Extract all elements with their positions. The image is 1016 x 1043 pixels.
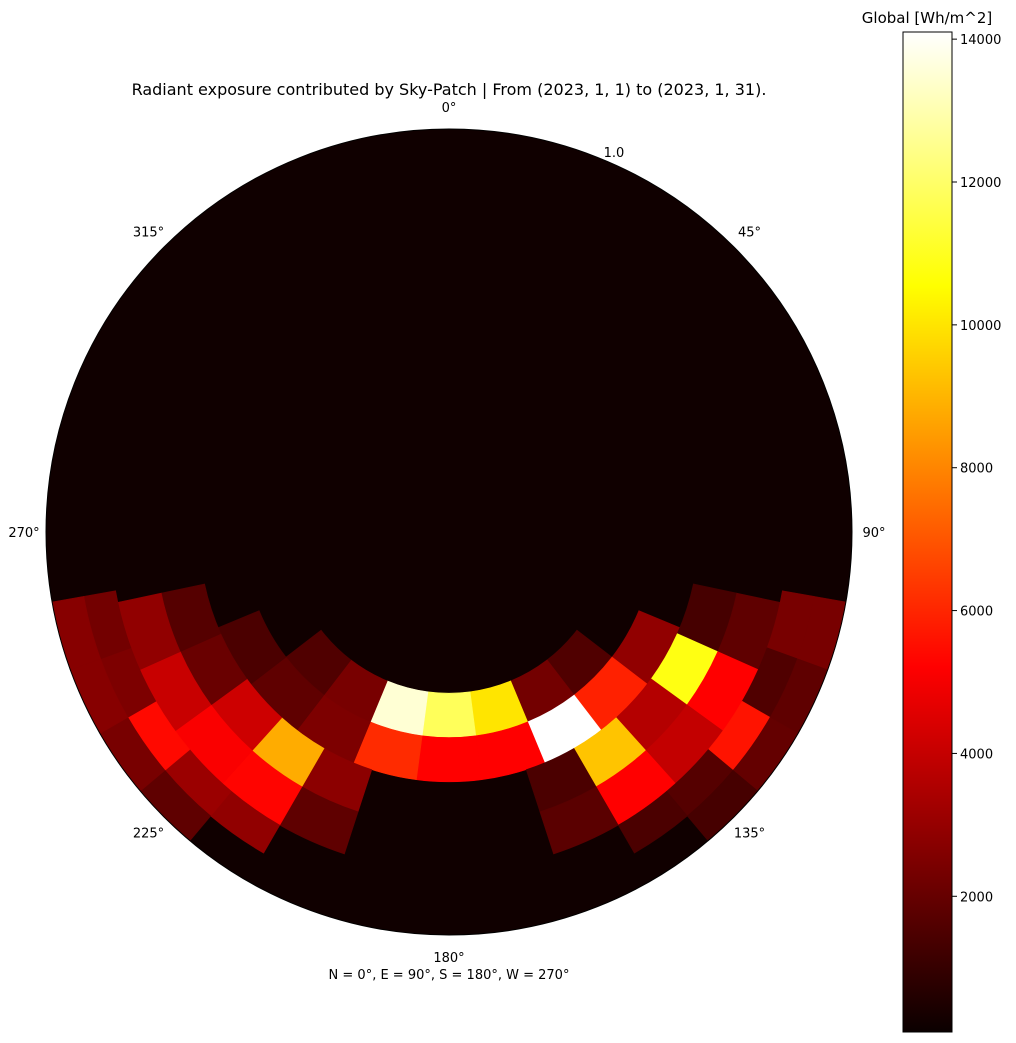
colorbar-tick-label-6000: 6000 xyxy=(960,605,993,620)
angular-tick-45: 45° xyxy=(738,226,761,241)
angular-tick-225: 225° xyxy=(133,827,164,842)
sky-patch-cells xyxy=(51,583,847,855)
colorbar xyxy=(902,31,953,1033)
colorbar-ticks: 2000 4000 6000 8000 10000 12000 14000 xyxy=(952,33,1001,905)
colorbar-tick-label-4000: 4000 xyxy=(960,747,993,762)
colorbar-tick-label-14000: 14000 xyxy=(960,33,1001,48)
angular-tick-270: 270° xyxy=(8,526,39,541)
sky-patch-ring4-az145 xyxy=(617,790,688,854)
radial-tick-label: 1.0 xyxy=(604,146,625,161)
chart-title: Radiant exposure contributed by Sky-Patc… xyxy=(132,80,767,99)
direction-note: N = 0°, E = 90°, S = 180°, W = 270° xyxy=(329,968,570,983)
angular-tick-135: 135° xyxy=(734,827,765,842)
colorbar-label: Global [Wh/m^2] xyxy=(862,9,992,27)
sky-patch-ring0-az180 xyxy=(421,691,477,738)
sky-patch-ring3-az156 xyxy=(539,786,619,855)
angular-tick-90: 90° xyxy=(862,526,885,541)
polar-plot-outline xyxy=(45,128,853,936)
angular-tick-0: 0° xyxy=(442,101,457,116)
sky-patch-ring1-az180 xyxy=(416,735,482,783)
colorbar-tick-label-12000: 12000 xyxy=(960,176,1001,191)
angular-tick-315: 315° xyxy=(133,226,164,241)
colorbar-tick-label-10000: 10000 xyxy=(960,319,1001,334)
angular-tick-180: 180° xyxy=(433,951,464,966)
angular-tick-labels: 0° 45° 90° 135° 180° 225° 270° 315° xyxy=(8,101,885,966)
colorbar-tick-label-8000: 8000 xyxy=(960,462,993,477)
colorbar-tick-label-2000: 2000 xyxy=(960,890,993,905)
